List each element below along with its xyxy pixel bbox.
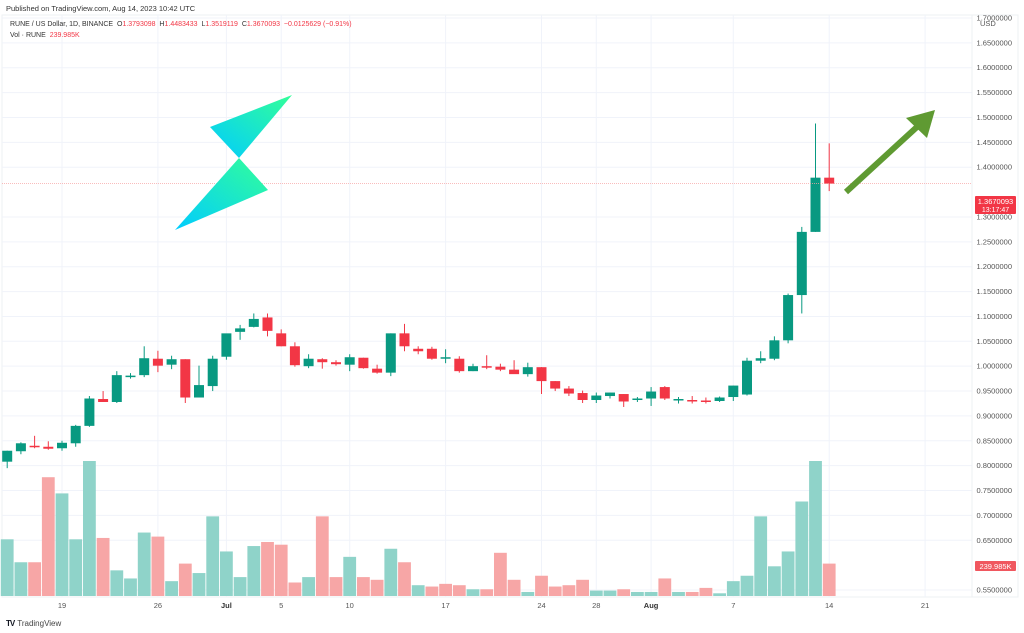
price-tick-label: 1.4500000 xyxy=(977,138,1012,147)
open-value: 1.3793098 xyxy=(122,21,156,28)
time-tick-label: 28 xyxy=(592,601,600,610)
chart-legend: RUNE / US Dollar, 1D, BINANCE O1.3793098… xyxy=(10,19,352,41)
ohlc-row: RUNE / US Dollar, 1D, BINANCE O1.3793098… xyxy=(10,19,352,30)
open-label: O xyxy=(116,21,123,28)
low-label: L xyxy=(201,21,206,28)
price-tick-label: 1.1500000 xyxy=(977,287,1012,296)
time-tick-label: 10 xyxy=(346,601,354,610)
price-tick-label: 0.8000000 xyxy=(977,461,1012,470)
close-label: C xyxy=(241,21,247,28)
price-tick-label: 1.3000000 xyxy=(977,212,1012,221)
price-tick-label: 1.0500000 xyxy=(977,337,1012,346)
price-tick-label: 1.6000000 xyxy=(977,63,1012,72)
tradingview-brand-text: TradingView xyxy=(17,619,62,628)
symbol-title[interactable]: RUNE / US Dollar, 1D, BINANCE xyxy=(10,21,114,28)
currency-label[interactable]: USD xyxy=(980,19,996,28)
time-tick-label: 7 xyxy=(731,601,735,610)
tradingview-brand[interactable]: TV TradingView xyxy=(6,619,61,628)
time-tick-label: 19 xyxy=(58,601,66,610)
time-tick-label: 14 xyxy=(825,601,833,610)
price-axis[interactable]: 1.7000000 1.6500000 1.6000000 1.5500000 1.50… xyxy=(977,14,1012,595)
price-tick-label: 1.1000000 xyxy=(977,312,1012,321)
change-value: −0.0125629 (−0.91%) xyxy=(283,21,352,28)
price-tick-label: 1.2500000 xyxy=(977,237,1012,246)
volume-bars xyxy=(0,461,836,596)
price-tick-label: 0.5500000 xyxy=(977,586,1012,595)
tradingview-logo-icon: TV xyxy=(6,619,15,628)
last-price-badge: 1.3670093 13:17:47 xyxy=(975,196,1016,214)
price-tick-label: 1.0000000 xyxy=(977,362,1012,371)
chart-frame xyxy=(1,14,1019,598)
grid-lines xyxy=(2,15,972,597)
time-tick-label: 24 xyxy=(537,601,545,610)
price-tick-label: 1.5500000 xyxy=(977,88,1012,97)
time-tick-label: 17 xyxy=(441,601,449,610)
countdown-text: 13:17:47 xyxy=(982,207,1009,214)
volume-row: Vol · RUNE 239.985K xyxy=(10,30,352,41)
volume-badge-text: 239.985K xyxy=(979,562,1011,571)
volume-label[interactable]: Vol · RUNE xyxy=(10,32,46,39)
low-value: 1.3519119 xyxy=(205,21,238,28)
time-tick-label: Jul xyxy=(221,601,232,610)
time-tick-label: Aug xyxy=(644,601,659,610)
close-value: 1.3670093 xyxy=(246,21,280,28)
price-tick-label: 0.9000000 xyxy=(977,411,1012,420)
high-value: 1.4483433 xyxy=(164,21,198,28)
high-label: H xyxy=(159,21,165,28)
published-note: Published on TradingView.com, Aug 14, 20… xyxy=(6,4,196,13)
price-tick-label: 0.8500000 xyxy=(977,436,1012,445)
candlesticks xyxy=(2,123,835,469)
price-tick-label: 1.7000000 xyxy=(977,14,1012,23)
time-axis[interactable]: 19 26 Jul 5 10 17 24 28 Aug 7 14 21 xyxy=(58,601,929,610)
price-tick-label: 0.7000000 xyxy=(977,511,1012,520)
volume-badge: 239.985K xyxy=(975,561,1016,571)
up-arrow-icon xyxy=(843,110,935,195)
time-tick-label: 21 xyxy=(921,601,929,610)
price-tick-label: 0.9500000 xyxy=(977,387,1012,396)
price-tick-label: 1.4000000 xyxy=(977,163,1012,172)
time-tick-label: 5 xyxy=(279,601,283,610)
last-price-text: 1.3670093 xyxy=(978,197,1013,206)
price-tick-label: 1.5000000 xyxy=(977,113,1012,122)
price-tick-label: 1.6500000 xyxy=(977,38,1012,47)
rune-logo-icon xyxy=(175,95,292,230)
price-tick-label: 1.2000000 xyxy=(977,262,1012,271)
price-tick-label: 0.6500000 xyxy=(977,536,1012,545)
price-tick-label: 0.7500000 xyxy=(977,486,1012,495)
volume-value: 239.985K xyxy=(49,32,80,39)
time-tick-label: 26 xyxy=(154,601,162,610)
